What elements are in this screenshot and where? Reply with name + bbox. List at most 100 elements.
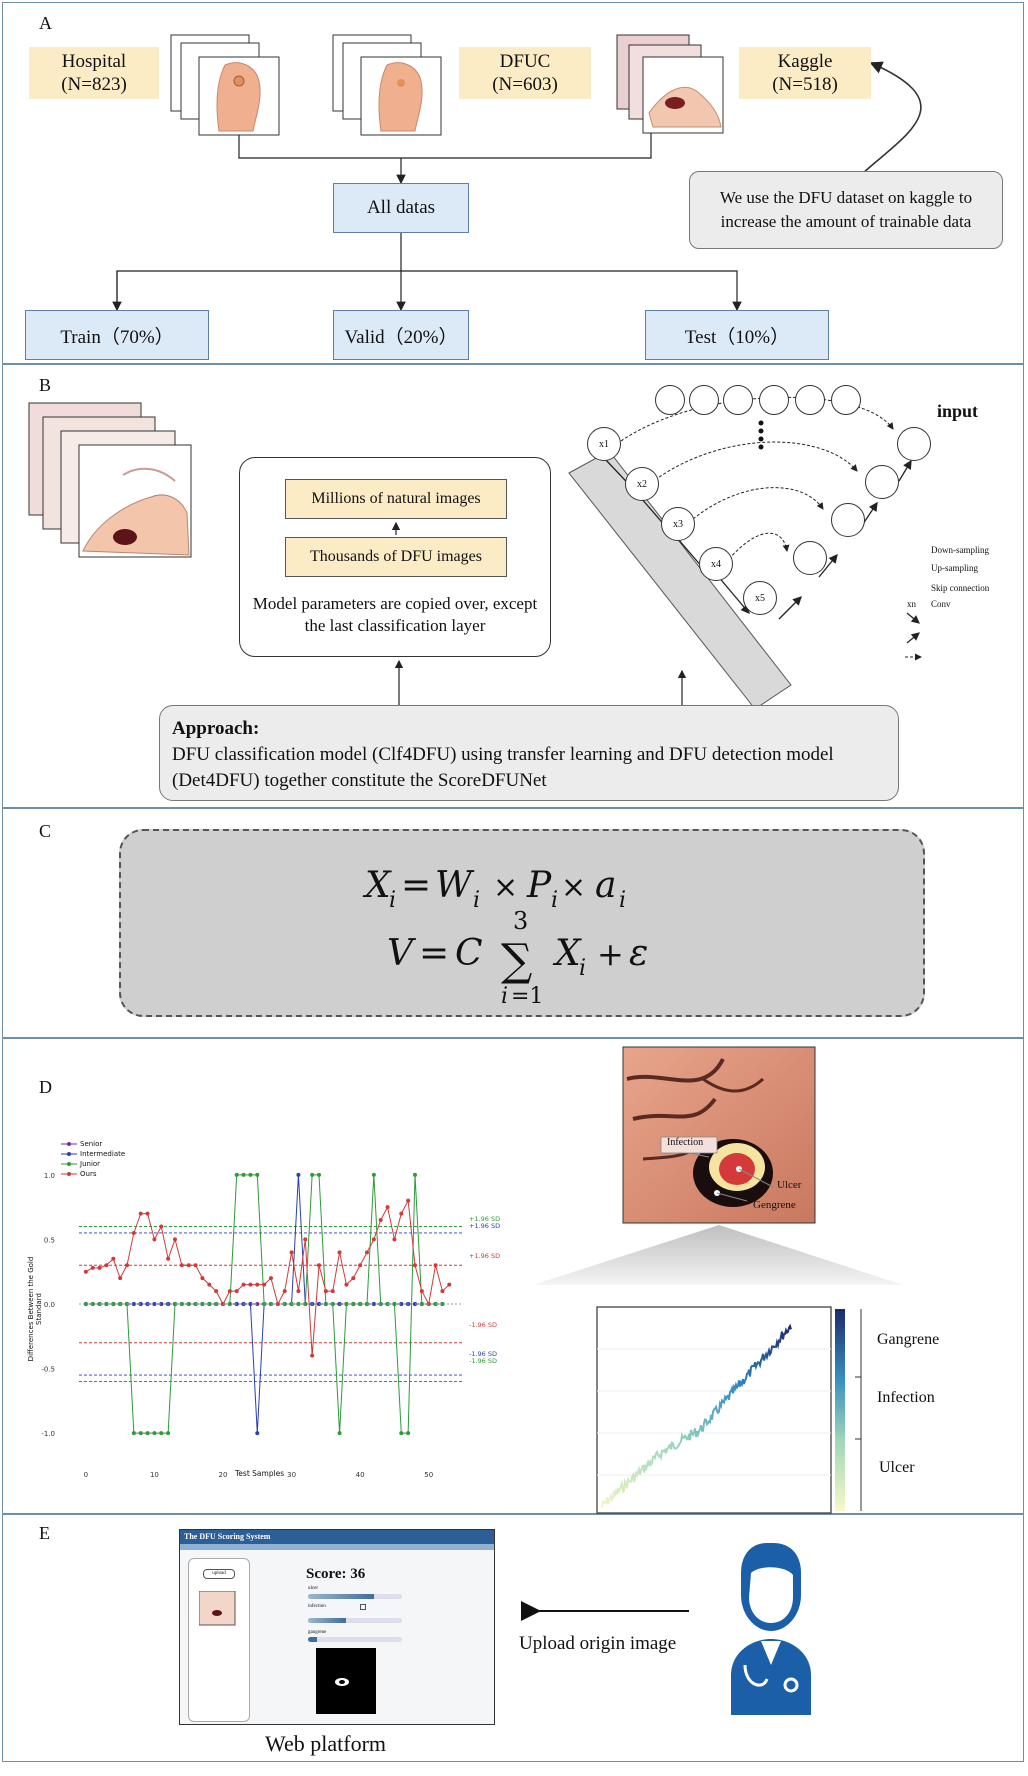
data-point-intermediate xyxy=(296,1172,301,1177)
decoder-node xyxy=(897,427,931,461)
encoder-node-x2: x2 xyxy=(625,467,659,501)
source-hospital: Hospital (N=823) xyxy=(29,47,159,99)
panel-label: C xyxy=(39,821,52,841)
data-point-intermediate xyxy=(159,1302,164,1306)
approach-text: DFU classification model (Clf4DFU) using… xyxy=(172,744,834,791)
segmentation-mask xyxy=(316,1648,376,1714)
output-node xyxy=(759,385,789,415)
y-tick-label: -1.0 xyxy=(41,1430,55,1438)
legend-item: Intermediate xyxy=(61,1149,125,1159)
y-tick-label: 0.0 xyxy=(44,1301,55,1309)
data-point-ours xyxy=(413,1263,417,1268)
field-label-gangrene: gangrene xyxy=(308,1630,327,1635)
data-point-junior xyxy=(104,1302,109,1306)
infection-checkbox[interactable] xyxy=(360,1604,366,1610)
wound-image xyxy=(533,1046,903,1514)
data-point-ours xyxy=(138,1211,143,1216)
data-point-junior xyxy=(145,1431,150,1436)
output-node xyxy=(831,385,861,415)
x-tick-label: 30 xyxy=(287,1471,296,1479)
svg-text:×: × xyxy=(493,870,518,905)
data-point-ours xyxy=(262,1282,267,1287)
data-point-senior xyxy=(255,1302,260,1306)
legend-label: Junior xyxy=(80,1160,101,1168)
svg-text:P: P xyxy=(526,865,552,906)
data-point-ours xyxy=(440,1289,445,1294)
dfuc-foot-images xyxy=(332,34,442,136)
sd-label-intermediate-lower: -1.96 SD xyxy=(469,1350,498,1358)
field-label-infection: infection xyxy=(308,1604,326,1609)
thumbnail-foot xyxy=(199,1591,236,1626)
data-point-ours xyxy=(337,1250,342,1255)
source-count: (N=603) xyxy=(492,74,558,95)
data-point-ours xyxy=(330,1289,335,1294)
data-point-junior xyxy=(296,1302,301,1306)
data-point-ours xyxy=(241,1282,246,1287)
svg-text:=: = xyxy=(419,933,449,974)
data-point-ours xyxy=(447,1282,452,1287)
data-point-intermediate xyxy=(371,1302,376,1306)
svg-text:X: X xyxy=(552,933,582,974)
data-point-junior xyxy=(131,1431,136,1436)
source-name: DFUC xyxy=(499,51,551,72)
data-point-junior xyxy=(337,1431,342,1436)
svg-text:C: C xyxy=(455,933,483,974)
legend-item: Senior xyxy=(61,1139,125,1149)
legend-item: Ours xyxy=(61,1169,125,1179)
data-point-intermediate xyxy=(152,1302,157,1306)
data-point-junior xyxy=(207,1302,212,1306)
data-point-ours xyxy=(371,1237,376,1242)
copy-note-text: Model parameters are copied over, except… xyxy=(252,594,538,635)
svg-text:3: 3 xyxy=(513,907,528,935)
output-node xyxy=(655,385,685,415)
data-point-ours xyxy=(166,1256,171,1261)
data-point-ours xyxy=(344,1282,349,1287)
svg-text:i: i xyxy=(473,888,480,913)
panel-label: E xyxy=(39,1523,50,1543)
sd-label-ours-lower: -1.96 SD xyxy=(469,1321,498,1329)
data-point-ours xyxy=(317,1263,321,1268)
all-data-label: All datas xyxy=(366,197,436,218)
data-point-junior xyxy=(303,1302,308,1306)
note-text: We use the DFU dataset on kaggle to incr… xyxy=(719,188,973,231)
svg-text:V: V xyxy=(387,933,417,974)
data-point-ours xyxy=(111,1256,116,1261)
data-point-ours xyxy=(255,1282,260,1287)
data-point-junior xyxy=(248,1172,253,1177)
data-point-ours xyxy=(186,1263,191,1268)
data-point-ours xyxy=(83,1269,88,1274)
svg-text:i: i xyxy=(389,888,396,913)
legend-up-sampling: Up-sampling xyxy=(931,563,978,573)
data-point-junior xyxy=(166,1431,171,1436)
data-point-junior xyxy=(241,1172,246,1177)
data-point-junior xyxy=(159,1431,164,1436)
x-tick-label: 20 xyxy=(219,1471,228,1479)
encoder-node-x3: x3 xyxy=(661,507,695,541)
data-point-junior xyxy=(371,1172,376,1177)
panel-b: B Millions of natural images Thousands o… xyxy=(2,364,1024,808)
upload-button[interactable]: upload xyxy=(203,1569,235,1579)
x-tick-label: 40 xyxy=(356,1471,365,1479)
dfu-images-box: Thousands of DFU images xyxy=(285,537,507,577)
infection-label: Infection xyxy=(667,1137,704,1148)
app-sidebar: upload xyxy=(188,1558,250,1722)
data-point-junior xyxy=(440,1302,445,1306)
panel-label: D xyxy=(39,1077,52,1097)
score-display: Score: 36 xyxy=(306,1566,366,1582)
test-label: Test（10%） xyxy=(684,326,790,348)
data-point-junior xyxy=(344,1302,349,1306)
legend-label: Ours xyxy=(80,1170,97,1178)
data-point-ours xyxy=(173,1237,177,1242)
decoder-node xyxy=(865,465,899,499)
legend-item: Junior xyxy=(61,1159,125,1169)
bland-altman-chart: 0 10 20 30 40 50 -1.0 -0.5 0.0 0.5 1.0 xyxy=(41,1172,463,1479)
data-point-intermediate xyxy=(248,1302,253,1306)
infection-progress xyxy=(308,1618,402,1623)
upload-text: Upload origin image xyxy=(519,1633,677,1654)
colorbar-label-ulcer: Ulcer xyxy=(879,1459,915,1476)
source-count: (N=823) xyxy=(61,74,127,95)
y-tick-label: -0.5 xyxy=(41,1366,55,1374)
y-tick-label: 0.5 xyxy=(44,1236,55,1244)
data-point-ours xyxy=(282,1289,287,1294)
formula-box xyxy=(119,829,925,1017)
